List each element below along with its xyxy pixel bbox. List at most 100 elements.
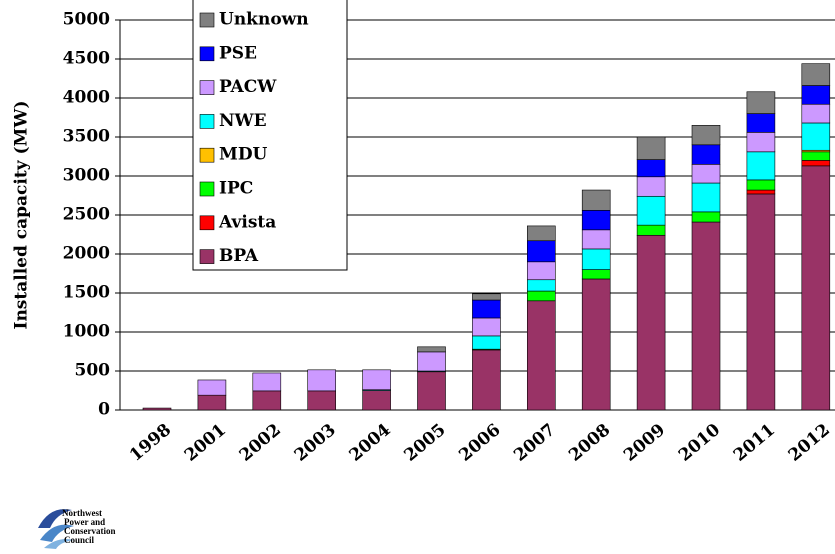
- bar-segment: [197, 394, 227, 411]
- x-tick-label: 2011: [730, 420, 779, 466]
- bar-segment: [417, 346, 446, 353]
- legend-label: NWE: [219, 111, 267, 131]
- y-tick-label: 0: [98, 400, 110, 420]
- x-tick-label: 2005: [400, 420, 449, 466]
- logo-text: Northwest: [62, 508, 102, 518]
- bar-segment: [746, 193, 776, 411]
- bar-segment: [801, 63, 831, 86]
- bar-segment: [362, 390, 391, 411]
- bar-segment: [581, 189, 611, 211]
- x-tick-label: 2007: [510, 420, 559, 466]
- bar-segment: [746, 189, 776, 195]
- y-tick-label: 4000: [63, 88, 110, 108]
- y-tick-label: 3000: [63, 166, 110, 186]
- bar-segment: [801, 165, 831, 411]
- x-tick-label: 2010: [675, 420, 724, 466]
- bar-segment: [472, 349, 501, 411]
- logo-wave: [38, 509, 72, 528]
- bar-segment: [581, 269, 611, 280]
- bar-segment: [362, 369, 391, 391]
- logo-text: Council: [64, 535, 95, 545]
- bar-segment: [801, 122, 831, 151]
- y-tick-label: 4500: [63, 49, 110, 69]
- bar-segment: [801, 103, 831, 124]
- logo-wave: [44, 539, 74, 549]
- bar-segment: [307, 390, 337, 411]
- legend-swatch: [199, 80, 215, 95]
- y-tick-label: 1500: [63, 283, 110, 303]
- bar-segment: [472, 317, 501, 337]
- x-tick-label: 2009: [620, 420, 669, 466]
- legend-label: Avista: [218, 212, 276, 232]
- bar-segment: [691, 211, 721, 223]
- x-tick-label: 2002: [236, 420, 285, 466]
- bar-segment: [636, 195, 666, 226]
- x-tick-label: 2012: [785, 420, 834, 466]
- x-tick-label: 2001: [181, 420, 230, 466]
- legend-label: MDU: [219, 145, 268, 165]
- bar-segment: [691, 221, 721, 411]
- bar-segment: [746, 132, 776, 153]
- legend-label: IPC: [219, 179, 253, 199]
- bar-segment: [636, 224, 666, 236]
- bar-segment: [746, 151, 776, 181]
- legend-swatch: [199, 46, 215, 62]
- bar-segment: [252, 372, 282, 392]
- y-tick-label: 1000: [63, 322, 110, 342]
- bar-segment: [691, 164, 721, 184]
- x-tick-label: 2006: [455, 420, 504, 466]
- logo-wave: [40, 524, 74, 542]
- bar-segment: [526, 240, 556, 263]
- bar-segment: [526, 279, 556, 292]
- y-tick-label: 2000: [63, 244, 110, 264]
- legend-swatch: [199, 215, 215, 231]
- bar-segment: [636, 136, 666, 160]
- bar-segment: [636, 176, 666, 197]
- legend-swatch: [199, 147, 215, 163]
- bar-segment: [636, 234, 666, 411]
- legend-box: [192, 0, 348, 271]
- bar-segment: [417, 371, 446, 411]
- legend-swatch: [199, 114, 215, 129]
- y-tick-label: 2500: [63, 205, 110, 225]
- bar-segment: [526, 225, 556, 242]
- bar-segment: [801, 160, 831, 167]
- bar-segment: [472, 299, 501, 319]
- bar-segment: [197, 379, 227, 396]
- legend-swatch: [199, 12, 215, 28]
- y-tick-label: 500: [75, 361, 111, 381]
- bar-segment: [307, 369, 337, 392]
- x-tick-label: 2008: [565, 420, 614, 466]
- logo-text: Power and: [64, 517, 105, 527]
- legend-label: PACW: [219, 77, 277, 97]
- legend-swatch: [199, 249, 215, 264]
- x-tick-label: 1998: [126, 420, 175, 466]
- bar-segment: [801, 85, 831, 105]
- bar-segment: [526, 261, 556, 281]
- bar-segment: [472, 335, 501, 350]
- bar-segment: [581, 278, 611, 411]
- bar-segment: [142, 407, 172, 411]
- bar-segment: [581, 229, 611, 250]
- bar-segment: [252, 390, 282, 411]
- bar-segment: [417, 351, 446, 372]
- legend-label: PSE: [219, 43, 257, 63]
- legend-label: BPA: [219, 246, 259, 266]
- bar-segment: [526, 290, 556, 302]
- y-axis-label: Installed capacity (MW): [12, 100, 32, 329]
- bar-segment: [691, 125, 721, 146]
- bar-segment: [691, 144, 721, 165]
- bar-segment: [581, 210, 611, 231]
- x-tick-label: 2003: [291, 420, 340, 466]
- bar-segment: [746, 91, 776, 114]
- legend-label: Unknown: [219, 10, 309, 30]
- bar-segment: [472, 293, 501, 301]
- y-tick-label: 3500: [63, 127, 110, 147]
- y-tick-label: 5000: [63, 10, 110, 30]
- bar-segment: [636, 159, 666, 178]
- bar-segment: [746, 179, 776, 191]
- bar-segment: [801, 151, 831, 161]
